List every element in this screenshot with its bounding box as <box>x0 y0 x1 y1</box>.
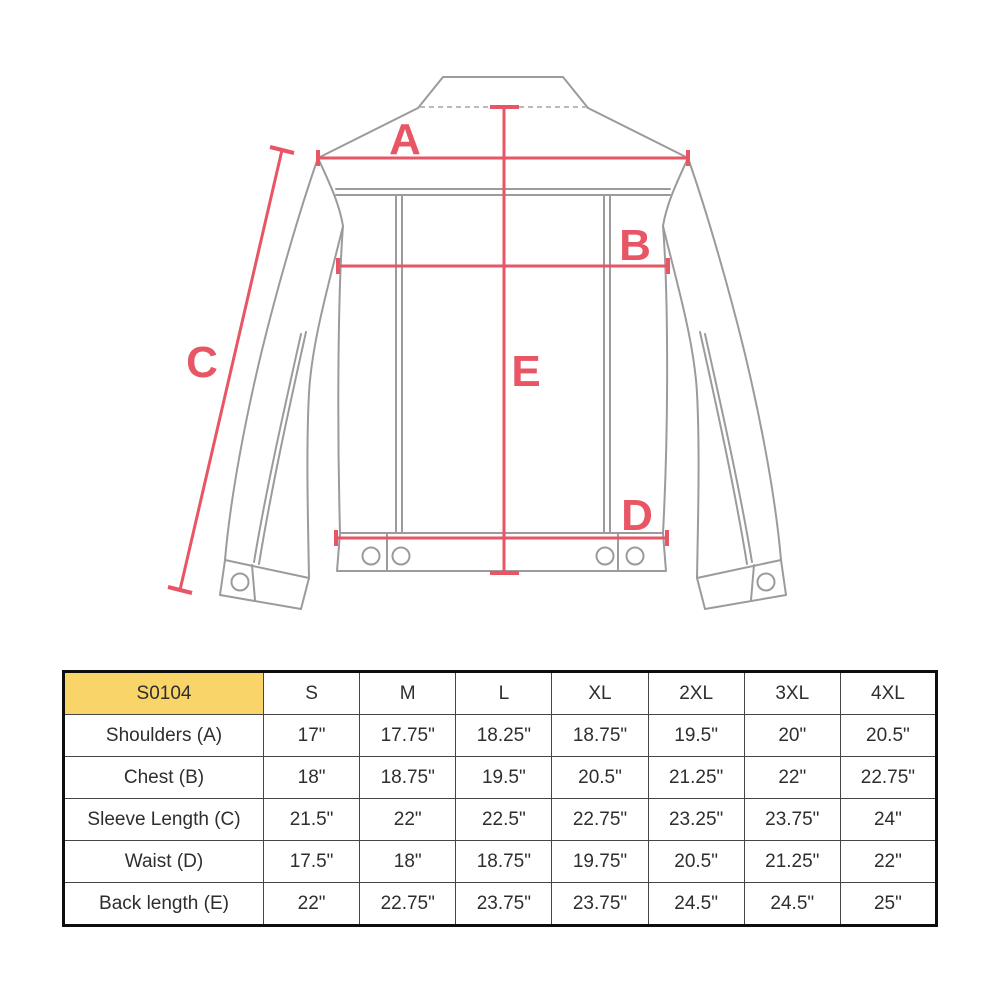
measurement-ticks-c <box>167 145 295 595</box>
table-row-shoulders: Shoulders (A) 17" 17.75" 18.25" 18.75" 1… <box>63 714 938 757</box>
size-value: 23.25" <box>647 798 745 841</box>
size-value: 23.75" <box>455 882 553 926</box>
size-value: 20" <box>743 714 841 757</box>
cuff-right-seam <box>750 564 755 601</box>
size-value: 22.75" <box>359 882 457 926</box>
sleeve-left-inner <box>306 225 344 579</box>
measurement-ticks-b <box>336 258 670 274</box>
size-header-s: S <box>262 671 361 715</box>
jacket-diagram: A B C D E <box>167 76 787 610</box>
size-value: 17" <box>262 714 361 757</box>
size-value: 18.75" <box>551 714 649 757</box>
button <box>625 546 645 566</box>
row-label: Waist (D) <box>63 840 264 883</box>
size-value: 20.5" <box>551 756 649 799</box>
measurement-ticks-e <box>490 105 519 575</box>
size-value: 22" <box>839 840 938 883</box>
collar <box>417 76 589 109</box>
table-row-waist: Waist (D) 17.5" 18" 18.75" 19.75" 20.5" … <box>63 840 938 883</box>
size-value: 21.5" <box>262 798 361 841</box>
size-value: 22.75" <box>551 798 649 841</box>
size-value: 24.5" <box>743 882 841 926</box>
row-label: Sleeve Length (C) <box>63 798 264 841</box>
table-header-row: S0104 S M L XL 2XL 3XL 4XL <box>63 671 938 715</box>
button <box>391 546 411 566</box>
measurement-label-d: D <box>621 491 653 540</box>
table-row-sleeve-length: Sleeve Length (C) 21.5" 22" 22.5" 22.75"… <box>63 798 938 841</box>
size-value: 21.25" <box>647 756 745 799</box>
size-value: 18.25" <box>455 714 553 757</box>
jacket-outline <box>219 76 787 610</box>
measurement-ticks-d <box>334 530 669 546</box>
measurement-label-c: C <box>186 338 218 387</box>
size-value: 22" <box>743 756 841 799</box>
shoulder-seam-left <box>317 107 419 159</box>
size-value: 18" <box>262 756 361 799</box>
size-value: 20.5" <box>839 714 938 757</box>
body-edge-right <box>662 225 669 534</box>
size-value: 23.75" <box>743 798 841 841</box>
size-header-l: L <box>455 671 553 715</box>
measurement-label-a: A <box>389 115 421 164</box>
size-value: 17.75" <box>359 714 457 757</box>
size-value: 22.75" <box>839 756 938 799</box>
button <box>361 546 381 566</box>
cuff-left-seam <box>251 564 256 601</box>
measurement-label-e: E <box>511 347 540 396</box>
measurement-overlay: A B C D E <box>167 105 690 595</box>
size-value: 20.5" <box>647 840 745 883</box>
body-edge-left <box>337 225 344 534</box>
sleeve-right-inner <box>662 225 700 579</box>
measurement-ticks-a <box>316 150 690 166</box>
row-label: Chest (B) <box>63 756 264 799</box>
size-value: 22" <box>359 798 457 841</box>
sleeve-right-placket <box>699 331 753 565</box>
back-seam-right <box>603 194 611 534</box>
size-value: 24" <box>839 798 938 841</box>
back-seam-left <box>395 194 403 534</box>
size-value: 24.5" <box>647 882 745 926</box>
size-header-4xl: 4XL <box>839 671 938 715</box>
cuff-right-button <box>756 572 776 592</box>
size-value: 17.5" <box>262 840 361 883</box>
measurement-label-b: B <box>619 221 651 270</box>
size-value: 25" <box>839 882 938 926</box>
cuff-right <box>696 559 787 610</box>
size-value: 18.75" <box>359 756 457 799</box>
size-header-3xl: 3XL <box>743 671 841 715</box>
size-table: S0104 S M L XL 2XL 3XL 4XL Shoulders (A)… <box>62 670 938 927</box>
armhole-right <box>662 157 689 227</box>
row-label: Back length (E) <box>63 882 264 926</box>
size-value: 19.5" <box>647 714 745 757</box>
table-row-back-length: Back length (E) 22" 22.75" 23.75" 23.75"… <box>63 882 938 926</box>
measurement-line-c <box>178 149 284 591</box>
size-value: 18.75" <box>455 840 553 883</box>
waistband-buttons <box>361 546 645 566</box>
row-label: Shoulders (A) <box>63 714 264 757</box>
table-row-chest: Chest (B) 18" 18.75" 19.5" 20.5" 21.25" … <box>63 756 938 799</box>
size-value: 22.5" <box>455 798 553 841</box>
size-header-2xl: 2XL <box>647 671 745 715</box>
size-value: 22" <box>262 882 361 926</box>
size-header-m: M <box>359 671 457 715</box>
sleeve-right-outer <box>687 157 782 561</box>
size-value: 18" <box>359 840 457 883</box>
size-header-xl: XL <box>551 671 649 715</box>
sleeve-left-placket <box>253 331 307 565</box>
button <box>595 546 615 566</box>
model-cell: S0104 <box>63 671 264 715</box>
shoulder-seam-right <box>587 107 689 159</box>
size-value: 19.75" <box>551 840 649 883</box>
size-value: 21.25" <box>743 840 841 883</box>
size-value: 19.5" <box>455 756 553 799</box>
cuff-left <box>219 559 310 610</box>
cuff-left-button <box>230 572 250 592</box>
size-value: 23.75" <box>551 882 649 926</box>
sleeve-left-outer <box>224 157 319 561</box>
armhole-left <box>317 157 344 227</box>
